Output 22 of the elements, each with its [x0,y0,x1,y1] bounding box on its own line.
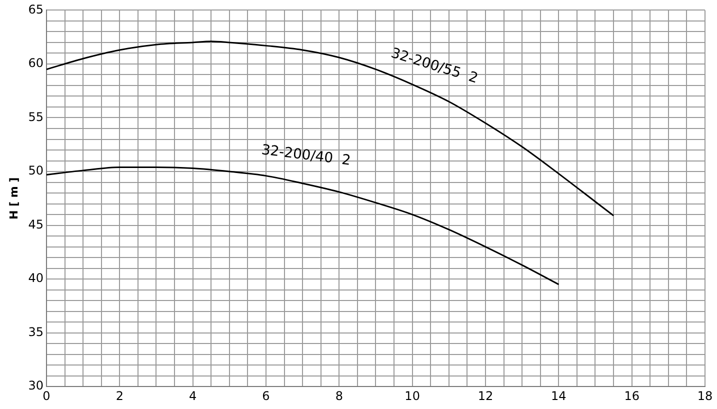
x-tick-label: 12 [478,388,494,403]
y-tick-label: 35 [28,324,44,339]
y-tick-label: 65 [28,2,44,16]
y-tick-label: 40 [28,271,44,286]
y-tick-label: 50 [28,164,44,178]
x-tick-label: 0 [42,388,50,403]
y-tick-label: 30 [28,378,44,393]
x-tick-label: 10 [404,388,420,403]
y-tick-label: 60 [28,56,44,70]
line-series [46,166,560,286]
x-tick-label: 2 [116,388,124,403]
y-tick-label: 55 [28,110,44,124]
x-tick-label: 14 [551,388,566,403]
y-tick-label: 45 [28,217,44,232]
y-axis-title: H [ m ] [7,177,20,220]
x-tick-label: 4 [188,388,197,403]
x-tick-label: 16 [624,388,640,403]
text: 32-200/40 2 [260,142,352,169]
x-tick-label: 18 [697,388,713,403]
line-series [46,40,614,216]
x-tick-label: 8 [335,388,343,403]
x-tick-label: 6 [262,388,270,403]
